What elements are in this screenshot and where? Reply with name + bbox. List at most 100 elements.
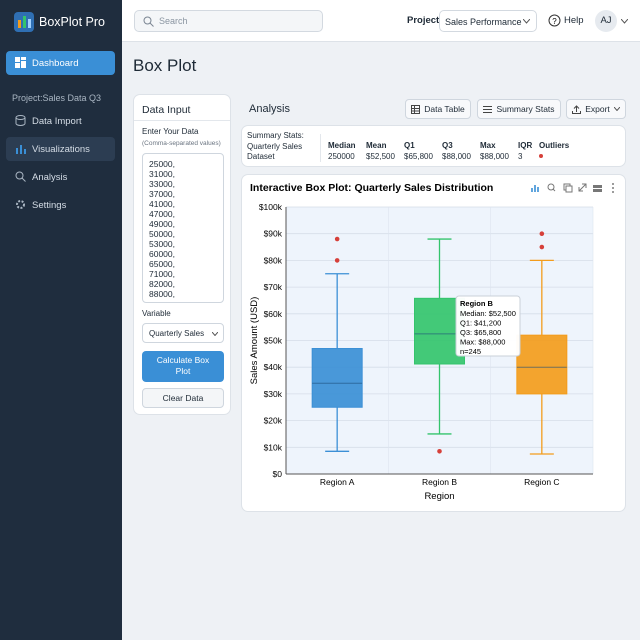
- data-line: 33000,: [149, 179, 175, 189]
- data-line: 65000,: [149, 259, 175, 269]
- data-line: 47000,: [149, 209, 175, 219]
- calculate-button[interactable]: Calculate Box Plot: [142, 351, 224, 382]
- button-label: Data Table: [424, 104, 465, 114]
- button-label: Export: [585, 104, 610, 114]
- y-tick-label: $50k: [264, 336, 283, 346]
- card-title: Data Input: [142, 104, 191, 116]
- avatar[interactable]: AJ: [595, 10, 617, 32]
- outlier: [334, 236, 340, 242]
- summary-value: 250000: [328, 152, 355, 161]
- y-tick-label: $30k: [264, 389, 283, 399]
- nav-label: Settings: [32, 199, 67, 211]
- summary-value: $65,800: [404, 152, 433, 161]
- export-button[interactable]: Export: [566, 99, 626, 119]
- summary-header: Mean: [366, 141, 387, 150]
- outlier: [539, 231, 545, 236]
- y-tick-label: $60k: [264, 309, 283, 319]
- data-textarea[interactable]: 25000, 31000, 33000, 37000, 41000, 47000, 4900…: [142, 153, 224, 303]
- data-line: 37000,: [149, 189, 175, 199]
- chart: Interactive Box Plot: Quarterly Sales Di…: [249, 182, 614, 502]
- chart-card: Interactive Box Plot: Quarterly Sales Di…: [241, 174, 626, 512]
- help[interactable]: Help: [564, 15, 584, 26]
- y-tick-label: $40k: [264, 362, 283, 372]
- tooltip-line: Median: $52,500: [460, 309, 516, 318]
- summary-value: $52,500: [366, 152, 395, 161]
- outlier: [539, 244, 545, 250]
- summary-header: Outliers: [539, 141, 570, 150]
- nav-label: Analysis: [32, 171, 68, 183]
- summary-header: Q1: [404, 141, 415, 150]
- nav-item[interactable]: Data Import: [6, 109, 115, 133]
- x-tick-label: Region B: [422, 477, 457, 487]
- prompt: Enter Your Data: [142, 127, 199, 136]
- x-tick-label: Region A: [320, 477, 355, 487]
- project-label: Project:Sales Data Q3: [12, 93, 102, 103]
- logo: [14, 12, 34, 32]
- page-title: Box Plot: [133, 56, 197, 75]
- variable-label: Variable: [142, 309, 171, 318]
- app-name: BoxPlot Pro: [39, 15, 106, 29]
- summary-value: 3: [518, 152, 523, 161]
- data-line: 31000,: [149, 169, 175, 179]
- data-line: 25000,: [149, 159, 175, 169]
- analysis-title: Analysis: [249, 103, 290, 115]
- nav-item[interactable]: Dashboard: [6, 51, 115, 75]
- y-tick-label: $20k: [264, 416, 283, 426]
- data-line: 49000,: [149, 219, 175, 229]
- data-line: 88000,: [149, 289, 175, 299]
- search-placeholder: Search: [159, 16, 188, 26]
- summary-value: $88,000: [480, 152, 509, 161]
- y-tick-label: $80k: [264, 255, 283, 265]
- nav-label: Dashboard: [32, 57, 79, 69]
- y-tick-label: $100k: [259, 202, 283, 212]
- data-line: 53000,: [149, 239, 175, 249]
- outlier: [437, 449, 442, 454]
- variable-select[interactable]: Quarterly Sales: [142, 323, 224, 343]
- project-label: Project: [407, 15, 440, 26]
- nav-label: Visualizations: [32, 143, 90, 155]
- tooltip-line: Q1: $41,200: [460, 319, 501, 328]
- outlier-dot: [539, 154, 543, 158]
- nav-item[interactable]: Settings: [6, 193, 115, 217]
- summary-header: Q3: [442, 141, 453, 150]
- top-bar: Search Project Sales Performance ? Help …: [122, 0, 640, 42]
- y-axis-label: Sales Amount (USD): [249, 297, 260, 385]
- box: [516, 334, 568, 395]
- variable-value: Quarterly Sales: [149, 329, 205, 338]
- button-label: Summary Stats: [496, 104, 555, 114]
- project-select[interactable]: Sales Performance: [439, 10, 537, 32]
- outlier: [334, 258, 340, 263]
- tooltip-line: Q3: $65,800: [460, 328, 501, 337]
- tooltip-title: Region B: [460, 299, 493, 308]
- hint: (Comma-separated values): [142, 140, 221, 147]
- summary-header: Median: [328, 141, 356, 150]
- y-tick-label: $70k: [264, 282, 283, 292]
- summary-stats-button[interactable]: Summary Stats: [477, 99, 561, 119]
- box: [311, 348, 363, 408]
- data-line: 41000,: [149, 199, 175, 209]
- summary-value: $88,000: [442, 152, 471, 161]
- summary-header: IQR: [518, 141, 533, 150]
- summary-label: Summary Stats: Quarterly Sales Dataset: [247, 131, 304, 161]
- y-tick-label: $0: [273, 469, 283, 479]
- project-value: Sales Performance: [445, 17, 522, 27]
- data-line: 82000,: [149, 279, 175, 289]
- summary-header: Max: [480, 141, 496, 150]
- search-box[interactable]: Search: [134, 10, 323, 32]
- data-line: 50000,: [149, 229, 175, 239]
- svg-text:?: ?: [552, 17, 557, 26]
- tooltip: [455, 295, 521, 357]
- summary-card: Summary Stats: Quarterly Sales Dataset M…: [241, 125, 626, 167]
- sidebar: BoxPlot Pro Dashboard Project:Sales Data…: [0, 0, 122, 640]
- clear-button[interactable]: Clear Data: [142, 388, 224, 408]
- y-tick-label: $10k: [264, 442, 283, 452]
- help-icon: ?: [548, 14, 561, 27]
- tooltip-line: Max: $88,000: [460, 338, 505, 347]
- chart-toolbar: [531, 183, 614, 193]
- data-table-button[interactable]: Data Table: [405, 99, 471, 119]
- tooltip-line: n=245: [460, 347, 481, 356]
- nav-item[interactable]: Visualizations: [6, 137, 115, 161]
- data-line: 60000,: [149, 249, 175, 259]
- nav-item[interactable]: Analysis: [6, 165, 115, 189]
